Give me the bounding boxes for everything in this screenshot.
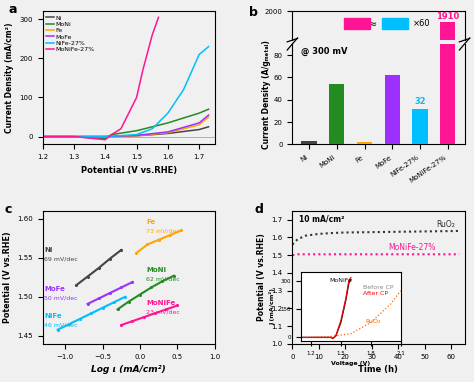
MoNi	[102, 136, 108, 141]
Fe	[206, 115, 211, 119]
Ni	[102, 134, 108, 139]
MoFe	[134, 133, 139, 138]
Text: d: d	[255, 203, 264, 216]
Text: MoNiFe: MoNiFe	[146, 300, 175, 306]
Bar	[440, 22, 456, 241]
MoFe	[102, 134, 108, 139]
NiFe-27%	[206, 44, 211, 49]
MoNiFe-27%	[109, 132, 114, 137]
MoFe	[206, 113, 211, 117]
NiFe-27%	[165, 111, 171, 115]
MoNiFe-27%	[71, 134, 77, 139]
Line: NiFe-27%: NiFe-27%	[43, 47, 209, 137]
Bar	[385, 234, 400, 241]
Ni	[196, 127, 202, 132]
Text: MoNi: MoNi	[146, 267, 166, 274]
Fe	[71, 134, 77, 139]
Y-axis label: Potential (V vs.RHE): Potential (V vs.RHE)	[257, 233, 266, 321]
NiFe-27%	[134, 132, 139, 137]
X-axis label: Time (h): Time (h)	[358, 365, 398, 374]
Text: c: c	[5, 203, 12, 216]
Ni	[134, 133, 139, 138]
Text: RuO₂: RuO₂	[437, 220, 456, 230]
Text: ≈: ≈	[369, 19, 377, 29]
Bar	[412, 109, 428, 144]
MoNiFe-27%	[102, 138, 108, 142]
Text: Ni: Ni	[44, 247, 53, 253]
Ni	[40, 134, 46, 139]
Bar	[412, 237, 428, 241]
MoFe	[40, 134, 46, 139]
Y-axis label: Current Density (A/gₘₑₜₐₗ): Current Density (A/gₘₑₜₐₗ)	[262, 40, 271, 149]
NiFe-27%	[71, 134, 77, 139]
Text: 1910: 1910	[436, 12, 459, 21]
MoNi	[71, 134, 77, 139]
Line: MoNiFe-27%: MoNiFe-27%	[43, 17, 158, 140]
Text: NiFe: NiFe	[44, 313, 62, 319]
Y-axis label: Potential (V vs.RHE): Potential (V vs.RHE)	[3, 231, 12, 323]
MoNi	[109, 132, 114, 137]
Legend: Ni, MoNi, Fe, MoFe, NiFe-27%, MoNiFe-27%: Ni, MoNi, Fe, MoFe, NiFe-27%, MoNiFe-27%	[46, 15, 96, 53]
Bar	[357, 142, 372, 144]
Text: 50 mV/dec: 50 mV/dec	[44, 296, 78, 301]
Text: 73 mV/dec: 73 mV/dec	[146, 228, 180, 233]
X-axis label: Potential (V vs.RHE): Potential (V vs.RHE)	[81, 166, 177, 175]
MoNiFe-27%	[40, 134, 46, 139]
MoNi	[40, 134, 46, 139]
Fe	[40, 134, 46, 139]
Text: 46 mV/dec: 46 mV/dec	[44, 322, 78, 327]
MoNiFe-27%	[155, 15, 161, 19]
MoNiFe-27%	[149, 32, 155, 37]
Bar	[382, 18, 408, 29]
Text: ×60: ×60	[413, 19, 430, 28]
MoFe	[196, 121, 202, 125]
Text: 62 mV/dec: 62 mV/dec	[146, 277, 180, 282]
Text: b: b	[249, 6, 258, 19]
Ni	[206, 125, 211, 129]
NiFe-27%	[102, 134, 108, 139]
Text: a: a	[8, 3, 17, 16]
NiFe-27%	[181, 87, 186, 92]
MoFe	[71, 134, 77, 139]
Ni	[71, 134, 77, 139]
Text: MoNiFe-27%: MoNiFe-27%	[388, 243, 435, 252]
Line: Fe: Fe	[43, 117, 209, 137]
Y-axis label: Current Density (mA/cm²): Current Density (mA/cm²)	[5, 23, 14, 133]
X-axis label: Log ι (mA/cm²): Log ι (mA/cm²)	[91, 365, 166, 374]
Line: Ni: Ni	[43, 127, 209, 137]
Text: 23 mV/dec: 23 mV/dec	[146, 310, 180, 315]
Text: 10 mA/cm²: 10 mA/cm²	[299, 215, 345, 224]
Text: @ 300 mV: @ 300 mV	[301, 47, 347, 56]
Line: MoFe: MoFe	[43, 115, 209, 137]
MoNi	[165, 121, 171, 125]
Bar	[344, 18, 370, 29]
Ni	[165, 131, 171, 136]
Bar	[301, 141, 317, 144]
Fe	[165, 130, 171, 135]
Bar	[385, 75, 400, 144]
MoNi	[196, 111, 202, 115]
Text: 69 mV/dec: 69 mV/dec	[44, 257, 78, 262]
Text: 32: 32	[414, 97, 426, 107]
MoNiFe-27%	[118, 126, 124, 131]
Text: MoFe: MoFe	[44, 286, 65, 292]
NiFe-27%	[196, 52, 202, 57]
NiFe-27%	[149, 126, 155, 131]
Fe	[196, 123, 202, 127]
MoNi	[206, 107, 211, 112]
MoNiFe-27%	[140, 68, 146, 73]
NiFe-27%	[40, 134, 46, 139]
MoNiFe-27%	[134, 95, 139, 100]
Text: Fe: Fe	[146, 219, 155, 225]
MoFe	[165, 129, 171, 134]
Bar	[329, 235, 345, 241]
Bar	[329, 84, 345, 144]
MoNi	[134, 128, 139, 133]
Bar	[440, 0, 456, 144]
Line: MoNi: MoNi	[43, 109, 209, 139]
Fe	[102, 134, 108, 139]
Fe	[134, 133, 139, 138]
